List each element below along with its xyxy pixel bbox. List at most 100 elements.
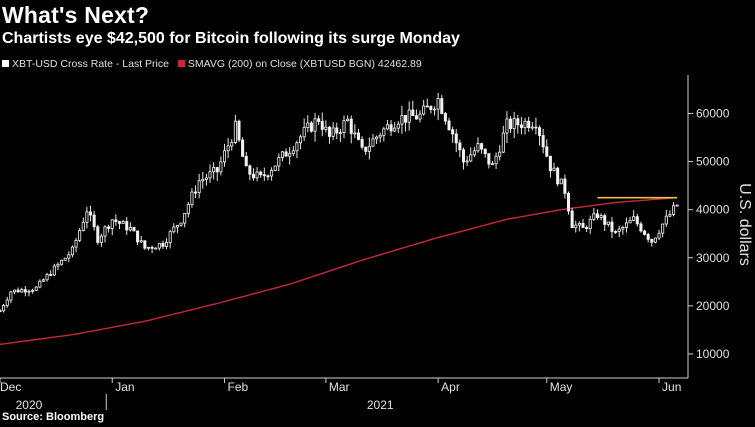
candle-body [270,170,274,177]
candle-body [201,178,205,182]
candle-body [41,279,45,282]
candle-body [2,305,6,312]
candle-body [215,167,219,173]
candle-body [418,113,422,120]
candle-body [653,237,657,243]
candle-body [628,220,632,224]
y-tick-label: 30000 [696,251,730,265]
candle-body [530,126,534,129]
candle-body [559,178,563,185]
candle-body [400,115,404,125]
candle-body [509,118,513,130]
legend-price-label: XBT-USD Cross Rate - Last Price [12,58,169,70]
candle-body [487,153,491,165]
candle-body [371,138,375,147]
candle-body [103,226,107,237]
candle-body [194,191,198,194]
candle-body [606,221,610,225]
candle-body [541,135,545,148]
candle-body [356,132,361,140]
candle-body [617,228,621,232]
candle-body [110,219,114,229]
candle-body [233,120,237,143]
candle-body [639,223,643,232]
candle-body [472,150,476,156]
year-label: 2021 [367,398,394,412]
candle-body [230,142,234,147]
candle-body [306,122,310,128]
candle-body [610,221,614,232]
x-tick-label: Apr [441,380,460,394]
candle-body [614,231,618,233]
candle-body [585,227,589,229]
candle-body [342,120,346,133]
candle-body [632,216,636,221]
candle-body [422,105,426,115]
candle-body [107,226,111,229]
y-tick-label: 60000 [696,106,730,120]
candle-body [99,235,103,243]
candle-body [320,121,324,130]
chart-subtitle: Chartists eye $42,500 for Bitcoin follow… [2,30,460,47]
candle-body [74,239,78,248]
candle-body [146,246,150,249]
candle-body [317,118,321,122]
candle-body [433,108,437,111]
candle-body [295,142,299,152]
candle-body [411,109,415,117]
candle-body [5,299,9,306]
candle-body [425,105,429,108]
candle-body [577,222,581,226]
candle-body [407,109,411,123]
candle-body [588,218,592,229]
candle-body [313,118,317,132]
y-tick-label: 50000 [696,155,730,169]
candle-body [266,175,270,178]
x-tick-label: Mar [329,380,350,394]
x-tick-label: May [550,380,573,394]
x-tick-label: Jun [662,380,681,394]
candle-body [251,173,255,179]
candle-body [480,143,484,150]
candle-body [309,122,313,132]
candle-body [175,224,179,228]
candle-body [498,151,502,157]
y-tick-label: 10000 [696,347,730,361]
candle-body [516,118,520,126]
candle-body [396,123,400,129]
candle-body [63,257,67,261]
candle-body [643,230,647,235]
candle-body [183,213,187,224]
candle-body [280,151,284,158]
candle-body [241,139,245,157]
candle-body [186,204,190,214]
legend-sma-swatch [177,60,185,67]
candle-body [599,215,603,218]
candle-body [81,221,85,231]
candle-body [595,213,599,218]
candle-body [353,132,357,135]
legend-item-price: XBT-USD Cross Rate - Last Price [2,58,172,70]
candle-body [121,221,125,224]
legend: XBT-USD Cross Rate - Last Price SMAVG (2… [2,58,428,70]
candle-body [273,165,277,171]
candle-body [538,127,542,136]
candle-body [299,136,303,144]
candle-body [136,230,140,243]
candle-body [646,234,650,240]
candle-body [621,227,625,230]
candle-body [346,118,350,122]
candle-body [255,171,259,179]
candle-body [581,222,585,228]
candle-body [190,191,194,205]
candle-body [349,118,353,134]
candle-body [545,146,549,157]
candle-body [512,118,516,130]
candle-body [624,222,628,228]
candle-body [208,171,212,179]
y-tick-label: 40000 [696,203,730,217]
candle-body [165,242,169,247]
candle-body [262,174,266,177]
candle-body [179,222,183,226]
candle-body [291,150,295,154]
